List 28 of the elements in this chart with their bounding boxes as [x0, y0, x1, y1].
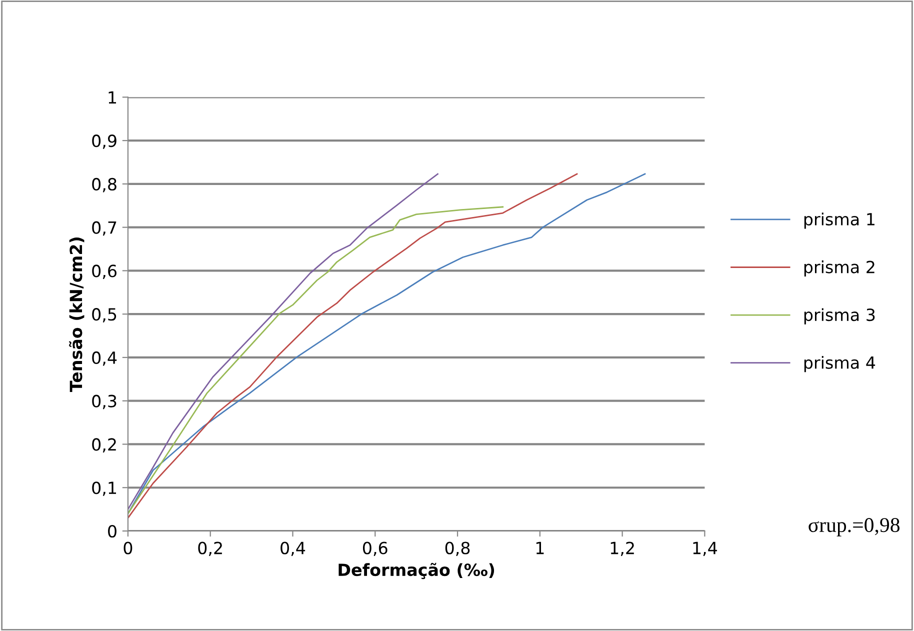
- y-tick-label: 0,4: [92, 351, 117, 366]
- y-tick-label: 0,1: [92, 482, 116, 496]
- x-tick-label: 1: [536, 542, 544, 554]
- y-tick-label: 0,7: [92, 221, 116, 236]
- text: σrup.=0,98: [808, 518, 900, 536]
- x-tick-label: 1,4: [693, 542, 718, 556]
- line-series: [128, 206, 504, 514]
- x-tick-label: 0,4: [280, 542, 306, 556]
- line-series: [128, 173, 438, 510]
- legend-label: prisma 2: [804, 260, 874, 277]
- x-tick-label: 1,2: [610, 542, 634, 556]
- y-tick-label: 0,6: [92, 264, 116, 279]
- y-tick-label: 0,2: [92, 438, 116, 452]
- y-tick-label: 0,5: [92, 308, 116, 322]
- y-tick-label: 0,9: [92, 134, 116, 149]
- x-tick-label: 0,2: [198, 542, 222, 556]
- x-tick-label: 0,6: [362, 542, 388, 556]
- y-tick-label: 0,3: [92, 394, 116, 410]
- x-tick-label: 0,8: [445, 542, 470, 556]
- x-axis-title: Deformação (‰): [338, 562, 494, 580]
- legend-label: prisma 3: [804, 308, 875, 324]
- legend-label: prisma 4: [804, 356, 876, 372]
- y-tick-label: 0: [108, 524, 116, 538]
- y-tick-label: 0,8: [92, 178, 116, 192]
- x-tick-label: 0: [124, 542, 132, 554]
- y-tick-label: 1: [108, 91, 116, 104]
- y-axis-title: Tensão (kN/cm2): [69, 238, 84, 392]
- legend-label: prisma 1: [804, 212, 874, 229]
